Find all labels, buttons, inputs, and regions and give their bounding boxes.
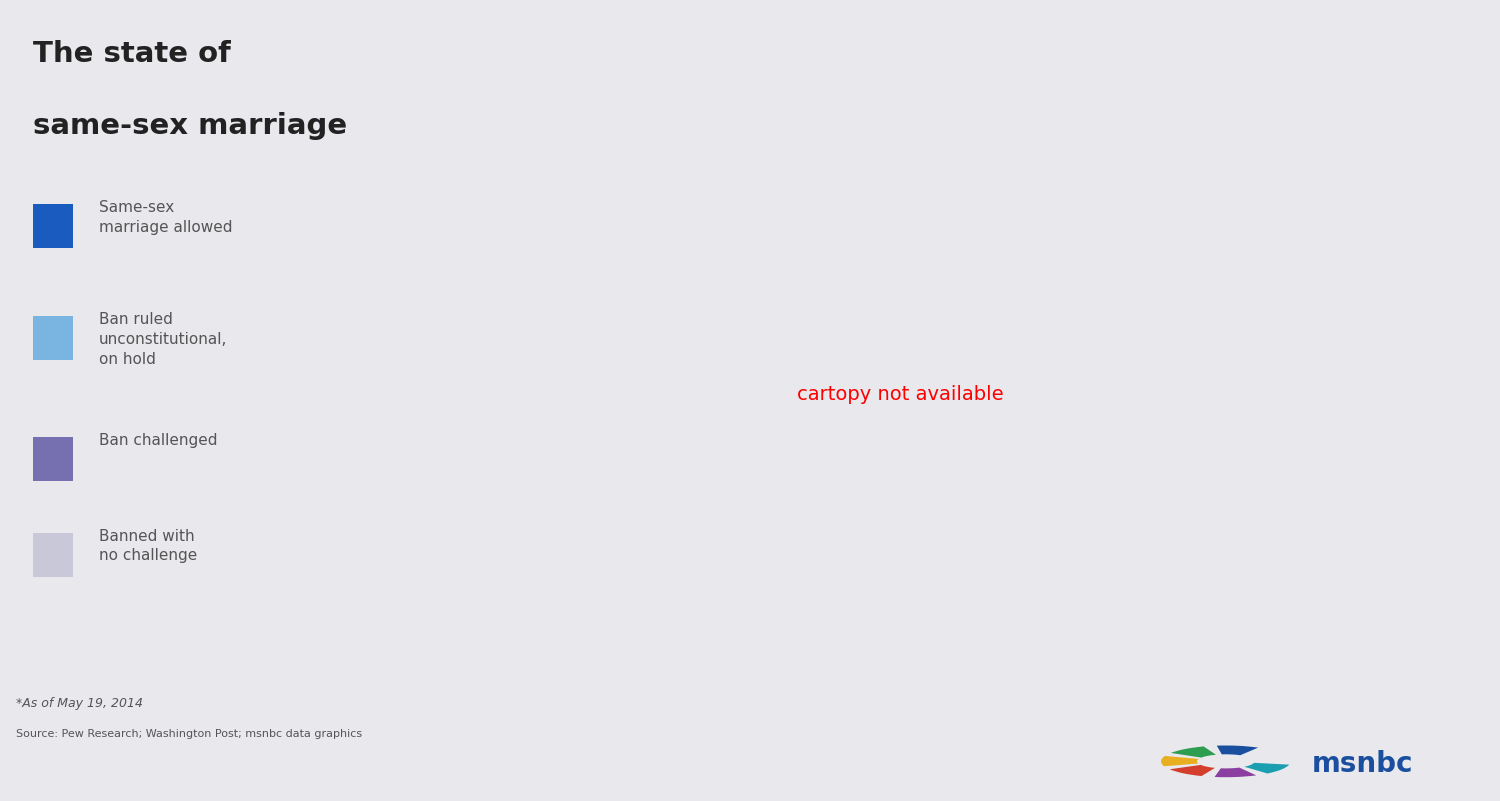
- Text: Ban ruled
unconstitutional,
on hold: Ban ruled unconstitutional, on hold: [99, 312, 228, 367]
- Wedge shape: [1245, 763, 1288, 774]
- Text: cartopy not available: cartopy not available: [796, 385, 1004, 405]
- Wedge shape: [1216, 746, 1258, 755]
- Bar: [33, 204, 72, 248]
- Wedge shape: [1172, 747, 1216, 758]
- Text: Source: Pew Research; Washington Post; msnbc data graphics: Source: Pew Research; Washington Post; m…: [16, 729, 363, 739]
- Text: *As of May 19, 2014: *As of May 19, 2014: [16, 697, 144, 710]
- Wedge shape: [1170, 765, 1215, 776]
- Text: Same-sex
marriage allowed: Same-sex marriage allowed: [99, 200, 232, 235]
- Bar: [33, 437, 72, 481]
- Text: The state of: The state of: [33, 40, 231, 68]
- Bar: [33, 533, 72, 577]
- Text: Banned with
no challenge: Banned with no challenge: [99, 529, 198, 563]
- Bar: [33, 316, 72, 360]
- Wedge shape: [1161, 756, 1198, 767]
- Text: Ban challenged: Ban challenged: [99, 433, 218, 448]
- Wedge shape: [1215, 767, 1255, 777]
- Text: same-sex marriage: same-sex marriage: [33, 112, 347, 140]
- Text: msnbc: msnbc: [1312, 750, 1413, 778]
